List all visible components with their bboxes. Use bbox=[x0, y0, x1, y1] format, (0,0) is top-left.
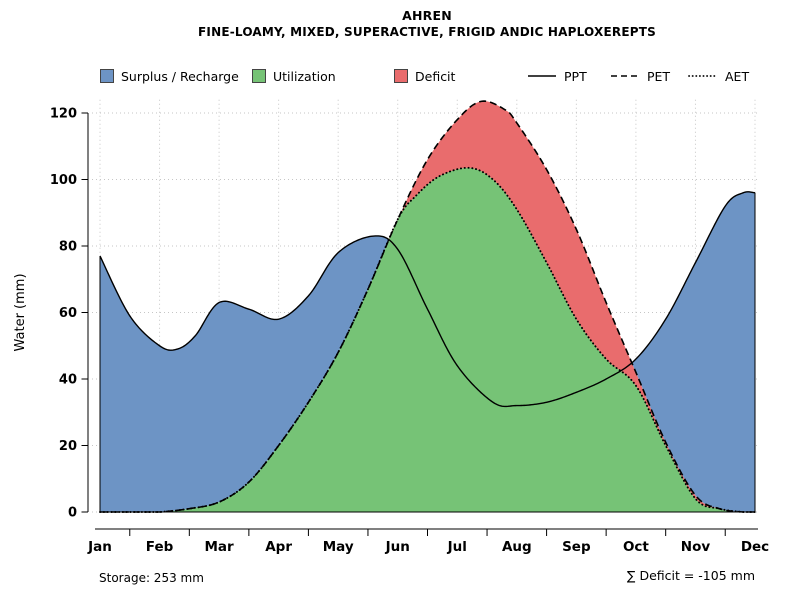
aet-line-icon bbox=[688, 75, 718, 77]
x-month-label: Nov bbox=[681, 539, 711, 555]
y-tick-label: 40 bbox=[59, 373, 77, 388]
y-tick-label: 0 bbox=[68, 506, 77, 521]
utilization-legend-label: Utilization bbox=[273, 68, 336, 84]
chart-legend: Surplus / Recharge Utilization Deficit P… bbox=[0, 68, 800, 86]
y-tick-label: 80 bbox=[59, 240, 77, 255]
area-surplus bbox=[100, 191, 755, 512]
y-tick-label: 100 bbox=[50, 173, 77, 188]
x-month-label: Apr bbox=[265, 539, 292, 555]
surplus-legend-label: Surplus / Recharge bbox=[121, 68, 239, 84]
x-month-label: Oct bbox=[623, 539, 649, 555]
ppt-line-icon bbox=[528, 75, 556, 77]
pet-line-icon bbox=[611, 75, 639, 77]
area-deficit bbox=[100, 101, 755, 513]
storage-annotation: Storage: 253 mm bbox=[99, 571, 204, 585]
y-tick-label: 20 bbox=[59, 439, 77, 454]
pet-legend-label: PET bbox=[647, 68, 671, 84]
legend-item-aet: AET bbox=[688, 68, 749, 84]
chart-subtitle: FINE-LOAMY, MIXED, SUPERACTIVE, FRIGID A… bbox=[198, 25, 656, 39]
water-balance-curves bbox=[99, 100, 756, 513]
legend-item-utilization: Utilization bbox=[252, 68, 336, 84]
aet-legend-label: AET bbox=[725, 68, 750, 84]
legend-item-surplus: Surplus / Recharge bbox=[100, 68, 239, 84]
y-tick-label: 60 bbox=[59, 306, 77, 321]
utilization-swatch bbox=[252, 69, 266, 83]
curve-ppt bbox=[99, 191, 756, 408]
x-month-label: Feb bbox=[146, 539, 174, 555]
x-month-label: Jan bbox=[87, 539, 112, 555]
ppt-legend-label: PPT bbox=[564, 68, 587, 84]
x-month-label: Aug bbox=[502, 539, 532, 555]
area-utilization bbox=[100, 167, 755, 512]
x-month-label: Mar bbox=[204, 539, 234, 555]
sum-deficit-annotation: ∑ Deficit = -105 mm bbox=[627, 568, 755, 583]
x-month-label: Sep bbox=[562, 539, 591, 555]
y-axis-title: Water (mm) bbox=[13, 273, 28, 351]
x-month-label: Jul bbox=[447, 539, 467, 555]
deficit-swatch bbox=[394, 69, 408, 83]
x-month-label: Jun bbox=[385, 539, 410, 555]
legend-item-ppt: PPT bbox=[527, 68, 587, 84]
x-month-label: May bbox=[323, 539, 354, 555]
curve-aet bbox=[99, 166, 756, 513]
x-month-label: Dec bbox=[741, 539, 769, 555]
chart-title: AHREN bbox=[402, 8, 452, 23]
surplus-swatch bbox=[100, 69, 114, 83]
y-tick-label: 120 bbox=[50, 107, 77, 122]
legend-item-deficit: Deficit bbox=[394, 68, 455, 84]
deficit-legend-label: Deficit bbox=[415, 68, 456, 84]
water-balance-areas bbox=[100, 101, 755, 513]
legend-item-pet: PET bbox=[610, 68, 670, 84]
axes: 0 20 40 60 80 100 120 Jan Feb Mar Apr May Jun Jul Aug S… bbox=[13, 107, 769, 556]
